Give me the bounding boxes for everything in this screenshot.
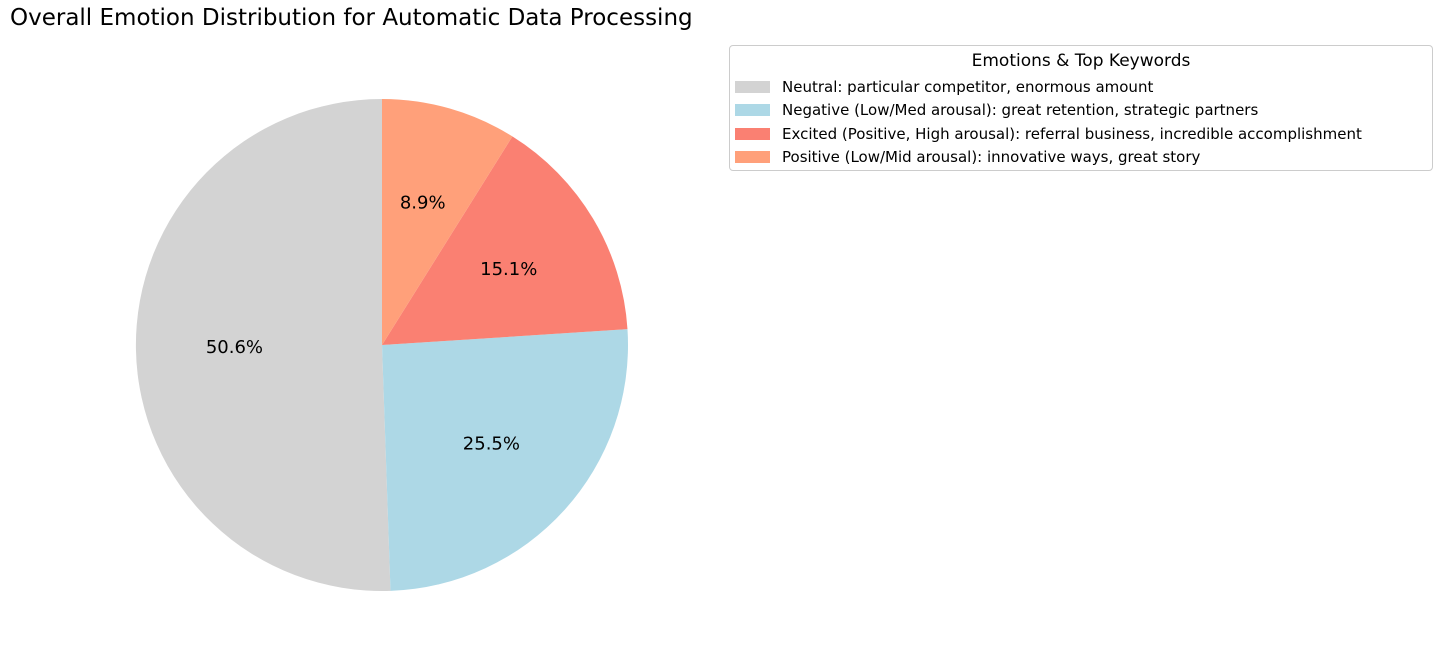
- legend-swatch: [735, 127, 770, 140]
- pie-percentage-label: 8.9%: [400, 193, 446, 214]
- legend-entry: Positive (Low/Mid arousal): innovative w…: [735, 148, 1200, 166]
- legend-swatch: [735, 81, 770, 93]
- legend-entry: Excited (Positive, High arousal): referr…: [735, 125, 1362, 143]
- pie-percentage-label: 15.1%: [480, 259, 537, 280]
- legend-label: Excited (Positive, High arousal): referr…: [782, 124, 1362, 143]
- legend-label: Negative (Low/Med arousal): great retent…: [782, 101, 1259, 120]
- legend-label: Neutral: particular competitor, enormous…: [782, 78, 1154, 96]
- legend-title: Emotions & Top Keywords: [971, 51, 1191, 71]
- pie-percentage-labels: 50.6% 25.5% 15.1% 8.9%: [206, 193, 537, 455]
- legend-entry: Neutral: particular competitor, enormous…: [735, 78, 1153, 96]
- legend: Emotions & Top Keywords Neutral: particu…: [729, 45, 1433, 171]
- pie-percentage-label: 50.6%: [206, 337, 263, 358]
- pie-slices: [135, 98, 628, 591]
- pie-slice-3: [382, 136, 628, 345]
- chart-title: Overall Emotion Distribution for Automat…: [10, 5, 693, 31]
- pie-slice-1: [135, 98, 391, 591]
- legend-entry: Negative (Low/Med arousal): great retent…: [735, 101, 1258, 119]
- legend-swatch: [735, 104, 770, 117]
- legend-label: Positive (Low/Mid arousal): innovative w…: [782, 147, 1201, 166]
- pie-slice-2: [382, 329, 628, 591]
- pie-slice-4: [382, 99, 513, 345]
- pie-percentage-label: 25.5%: [463, 434, 520, 455]
- legend-swatch: [735, 150, 770, 163]
